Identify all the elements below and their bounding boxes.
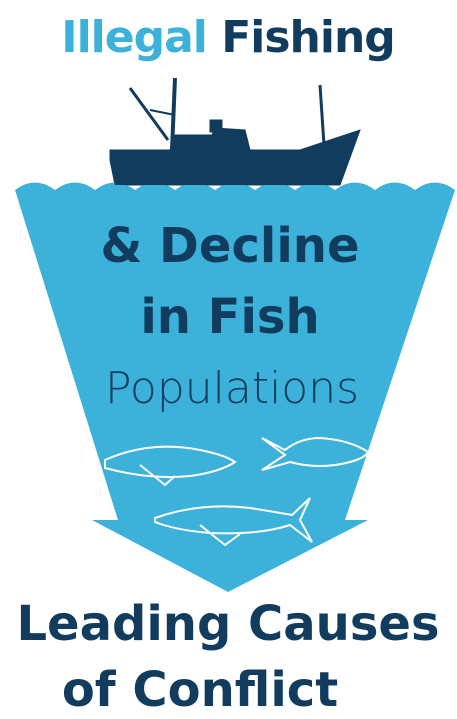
- footer-line2: of Conflict: [62, 662, 338, 718]
- funnel: [15, 182, 455, 592]
- funnel-line2: in Fish: [140, 289, 319, 345]
- fish: [104, 436, 370, 547]
- footer-line1: Leading Causes: [16, 596, 439, 652]
- funnel-line3: Populations: [105, 363, 359, 414]
- title-fishing: Fishing: [221, 12, 395, 63]
- boat-hull: [110, 128, 360, 185]
- funnel-line1: & Decline: [100, 218, 359, 274]
- title-illegal: Illegal: [61, 12, 207, 63]
- title: Illegal Fishing: [61, 12, 395, 63]
